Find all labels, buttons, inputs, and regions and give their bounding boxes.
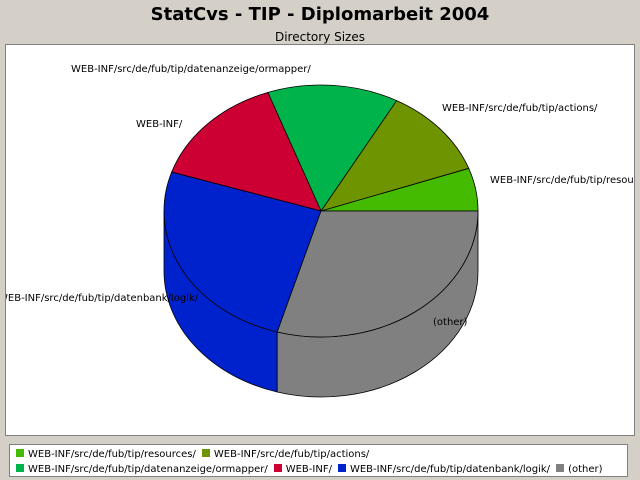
- legend-swatch: [337, 464, 346, 472]
- plot-area: WEB-INF/src/de/fub/tip/resources/WEB-INF…: [5, 44, 635, 436]
- legend-swatch: [273, 464, 282, 472]
- legend-swatch: [201, 449, 210, 457]
- slice-label-3: WEB-INF/: [136, 119, 183, 130]
- pie-slice-3: [171, 91, 322, 212]
- legend-item-5: (other): [556, 462, 603, 477]
- slice-label-2: WEB-INF/src/de/fub/tip/datenanzeige/orma…: [71, 64, 311, 75]
- legend-item-4: WEB-INF/src/de/fub/tip/datenbank/logik/: [337, 462, 551, 477]
- legend-item-1: WEB-INF/src/de/fub/tip/actions/: [201, 447, 370, 462]
- legend-label: WEB-INF/src/de/fub/tip/datenbank/logik/: [349, 464, 551, 475]
- pie-slice-5: [276, 210, 479, 338]
- legend-label: WEB-INF/: [285, 464, 332, 475]
- slice-label-5: (other): [433, 317, 468, 328]
- legend-label: WEB-INF/src/de/fub/tip/actions/: [213, 449, 370, 460]
- legend-item-0: WEB-INF/src/de/fub/tip/resources/: [16, 447, 196, 462]
- legend-item-2: WEB-INF/src/de/fub/tip/datenanzeige/orma…: [16, 462, 268, 477]
- legend: WEB-INF/src/de/fub/tip/resources/WEB-INF…: [9, 444, 628, 477]
- slice-label-4: WEB-INF/src/de/fub/tip/datenbank/logik/: [6, 293, 199, 304]
- legend-label: WEB-INF/src/de/fub/tip/datenanzeige/orma…: [28, 464, 268, 475]
- chart-subtitle: Directory Sizes: [274, 30, 365, 44]
- pie-chart: WEB-INF/src/de/fub/tip/resources/WEB-INF…: [6, 64, 635, 398]
- legend-row: WEB-INF/src/de/fub/tip/datenanzeige/orma…: [16, 462, 627, 477]
- legend-row: WEB-INF/src/de/fub/tip/resources/WEB-INF…: [16, 447, 627, 462]
- chart-title: StatCvs - TIP - Diplomarbeit 2004: [150, 4, 490, 25]
- legend-swatch: [16, 464, 24, 472]
- pie-slice-2: [267, 84, 398, 212]
- pie-top: [163, 84, 479, 338]
- legend-label: (other): [568, 464, 603, 475]
- legend-swatch: [16, 449, 24, 457]
- pie-slice-4: [163, 171, 322, 333]
- legend-item-3: WEB-INF/: [273, 462, 332, 477]
- legend-swatch: [556, 464, 565, 472]
- legend-label: WEB-INF/src/de/fub/tip/resources/: [28, 449, 196, 460]
- pie-slice-1: [320, 100, 470, 212]
- slice-label-0: WEB-INF/src/de/fub/tip/resources/: [490, 175, 635, 186]
- slice-label-1: WEB-INF/src/de/fub/tip/actions/: [442, 103, 598, 114]
